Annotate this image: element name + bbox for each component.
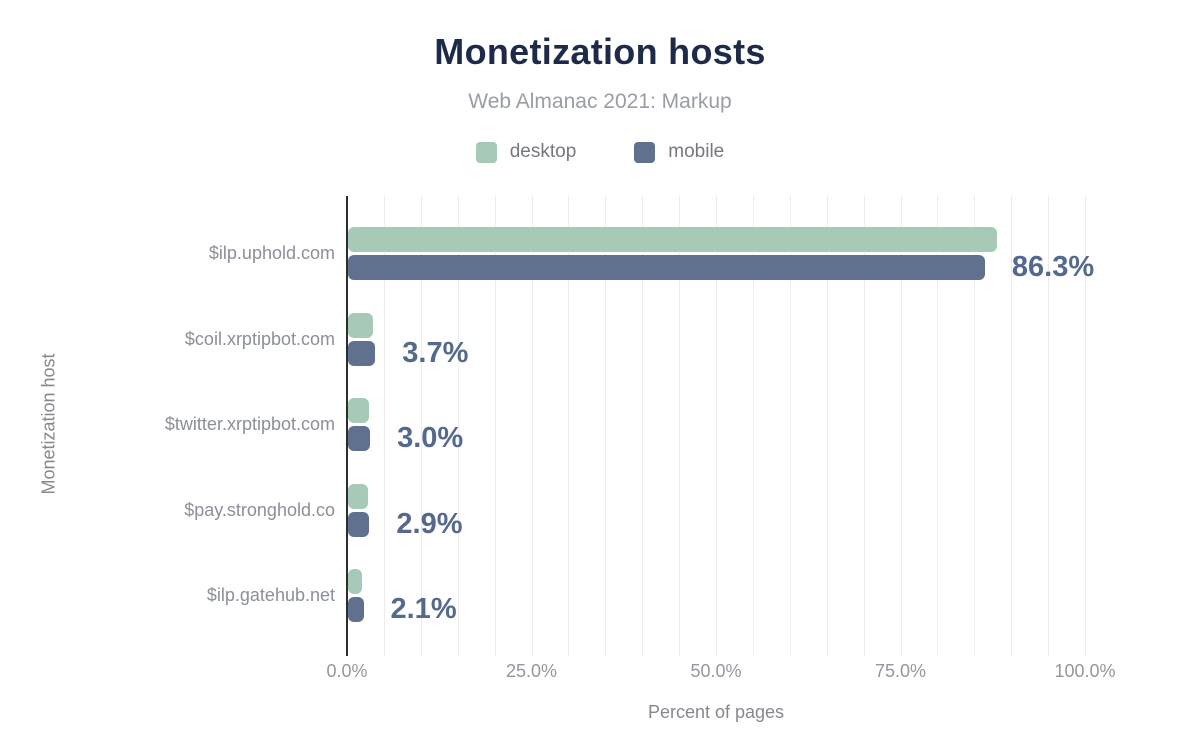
x-tick-label: 75.0% xyxy=(874,661,927,681)
category-label: $ilp.gatehub.net xyxy=(206,585,335,605)
x-tick-label: 50.0% xyxy=(690,661,742,681)
bar-mobile xyxy=(348,255,985,280)
legend-item-mobile: mobile xyxy=(634,141,724,163)
gridline xyxy=(752,196,754,656)
chart-legend: desktop mobile xyxy=(0,141,1200,163)
bar-desktop xyxy=(348,312,374,338)
gridline xyxy=(974,196,976,656)
x-tick-label: 0.0% xyxy=(326,661,368,681)
category-label: $twitter.xrptipbot.com xyxy=(164,414,335,434)
legend-swatch-mobile-icon xyxy=(634,141,656,163)
bar-desktop xyxy=(348,398,370,423)
bar-value-label: 3.7% xyxy=(402,336,469,369)
bar-mobile xyxy=(348,511,370,537)
gridline xyxy=(420,196,422,656)
legend-label-mobile: mobile xyxy=(668,141,725,162)
gridline xyxy=(494,196,496,656)
gridline xyxy=(1048,196,1050,656)
gridline xyxy=(1085,196,1086,656)
chart-title: Monetization hosts xyxy=(434,31,766,72)
chart-subtitle: Web Almanac 2021: Markup xyxy=(468,90,732,113)
gridline xyxy=(642,196,644,656)
bar-value-label: 86.3% xyxy=(1011,251,1095,283)
gridline xyxy=(863,196,865,656)
x-axis-title: Percent of pages xyxy=(647,702,785,722)
gridline xyxy=(457,196,459,656)
gridline xyxy=(605,196,607,656)
bar-desktop xyxy=(348,227,998,252)
gridline xyxy=(716,196,717,656)
gridline xyxy=(531,196,533,656)
category-label: $coil.xrptipbot.com xyxy=(184,328,335,349)
x-tick-label: 100.0% xyxy=(1054,661,1116,681)
bar-mobile xyxy=(348,426,371,451)
gridline xyxy=(1011,196,1013,656)
gridline xyxy=(789,196,791,656)
gridline xyxy=(937,196,939,656)
bar-mobile xyxy=(348,597,364,622)
legend-item-desktop: desktop xyxy=(475,141,577,163)
bar-value-label: 2.1% xyxy=(390,593,457,625)
gridline xyxy=(568,196,570,656)
gridline xyxy=(679,196,681,656)
x-tick-label: 25.0% xyxy=(505,661,558,681)
y-axis-line xyxy=(346,196,348,656)
bar-value-label: 2.9% xyxy=(396,507,463,540)
bar-mobile xyxy=(348,340,376,366)
category-label: $pay.stronghold.co xyxy=(184,499,335,520)
category-label: $ilp.uphold.com xyxy=(208,243,335,263)
gridline xyxy=(900,196,902,656)
bar-value-label: 3.0% xyxy=(397,422,464,454)
gridline xyxy=(826,196,828,656)
legend-label-desktop: desktop xyxy=(509,141,577,162)
bar-desktop xyxy=(348,569,362,594)
legend-swatch-desktop-icon xyxy=(475,141,497,163)
bar-desktop xyxy=(348,483,368,509)
gridline xyxy=(383,196,385,656)
